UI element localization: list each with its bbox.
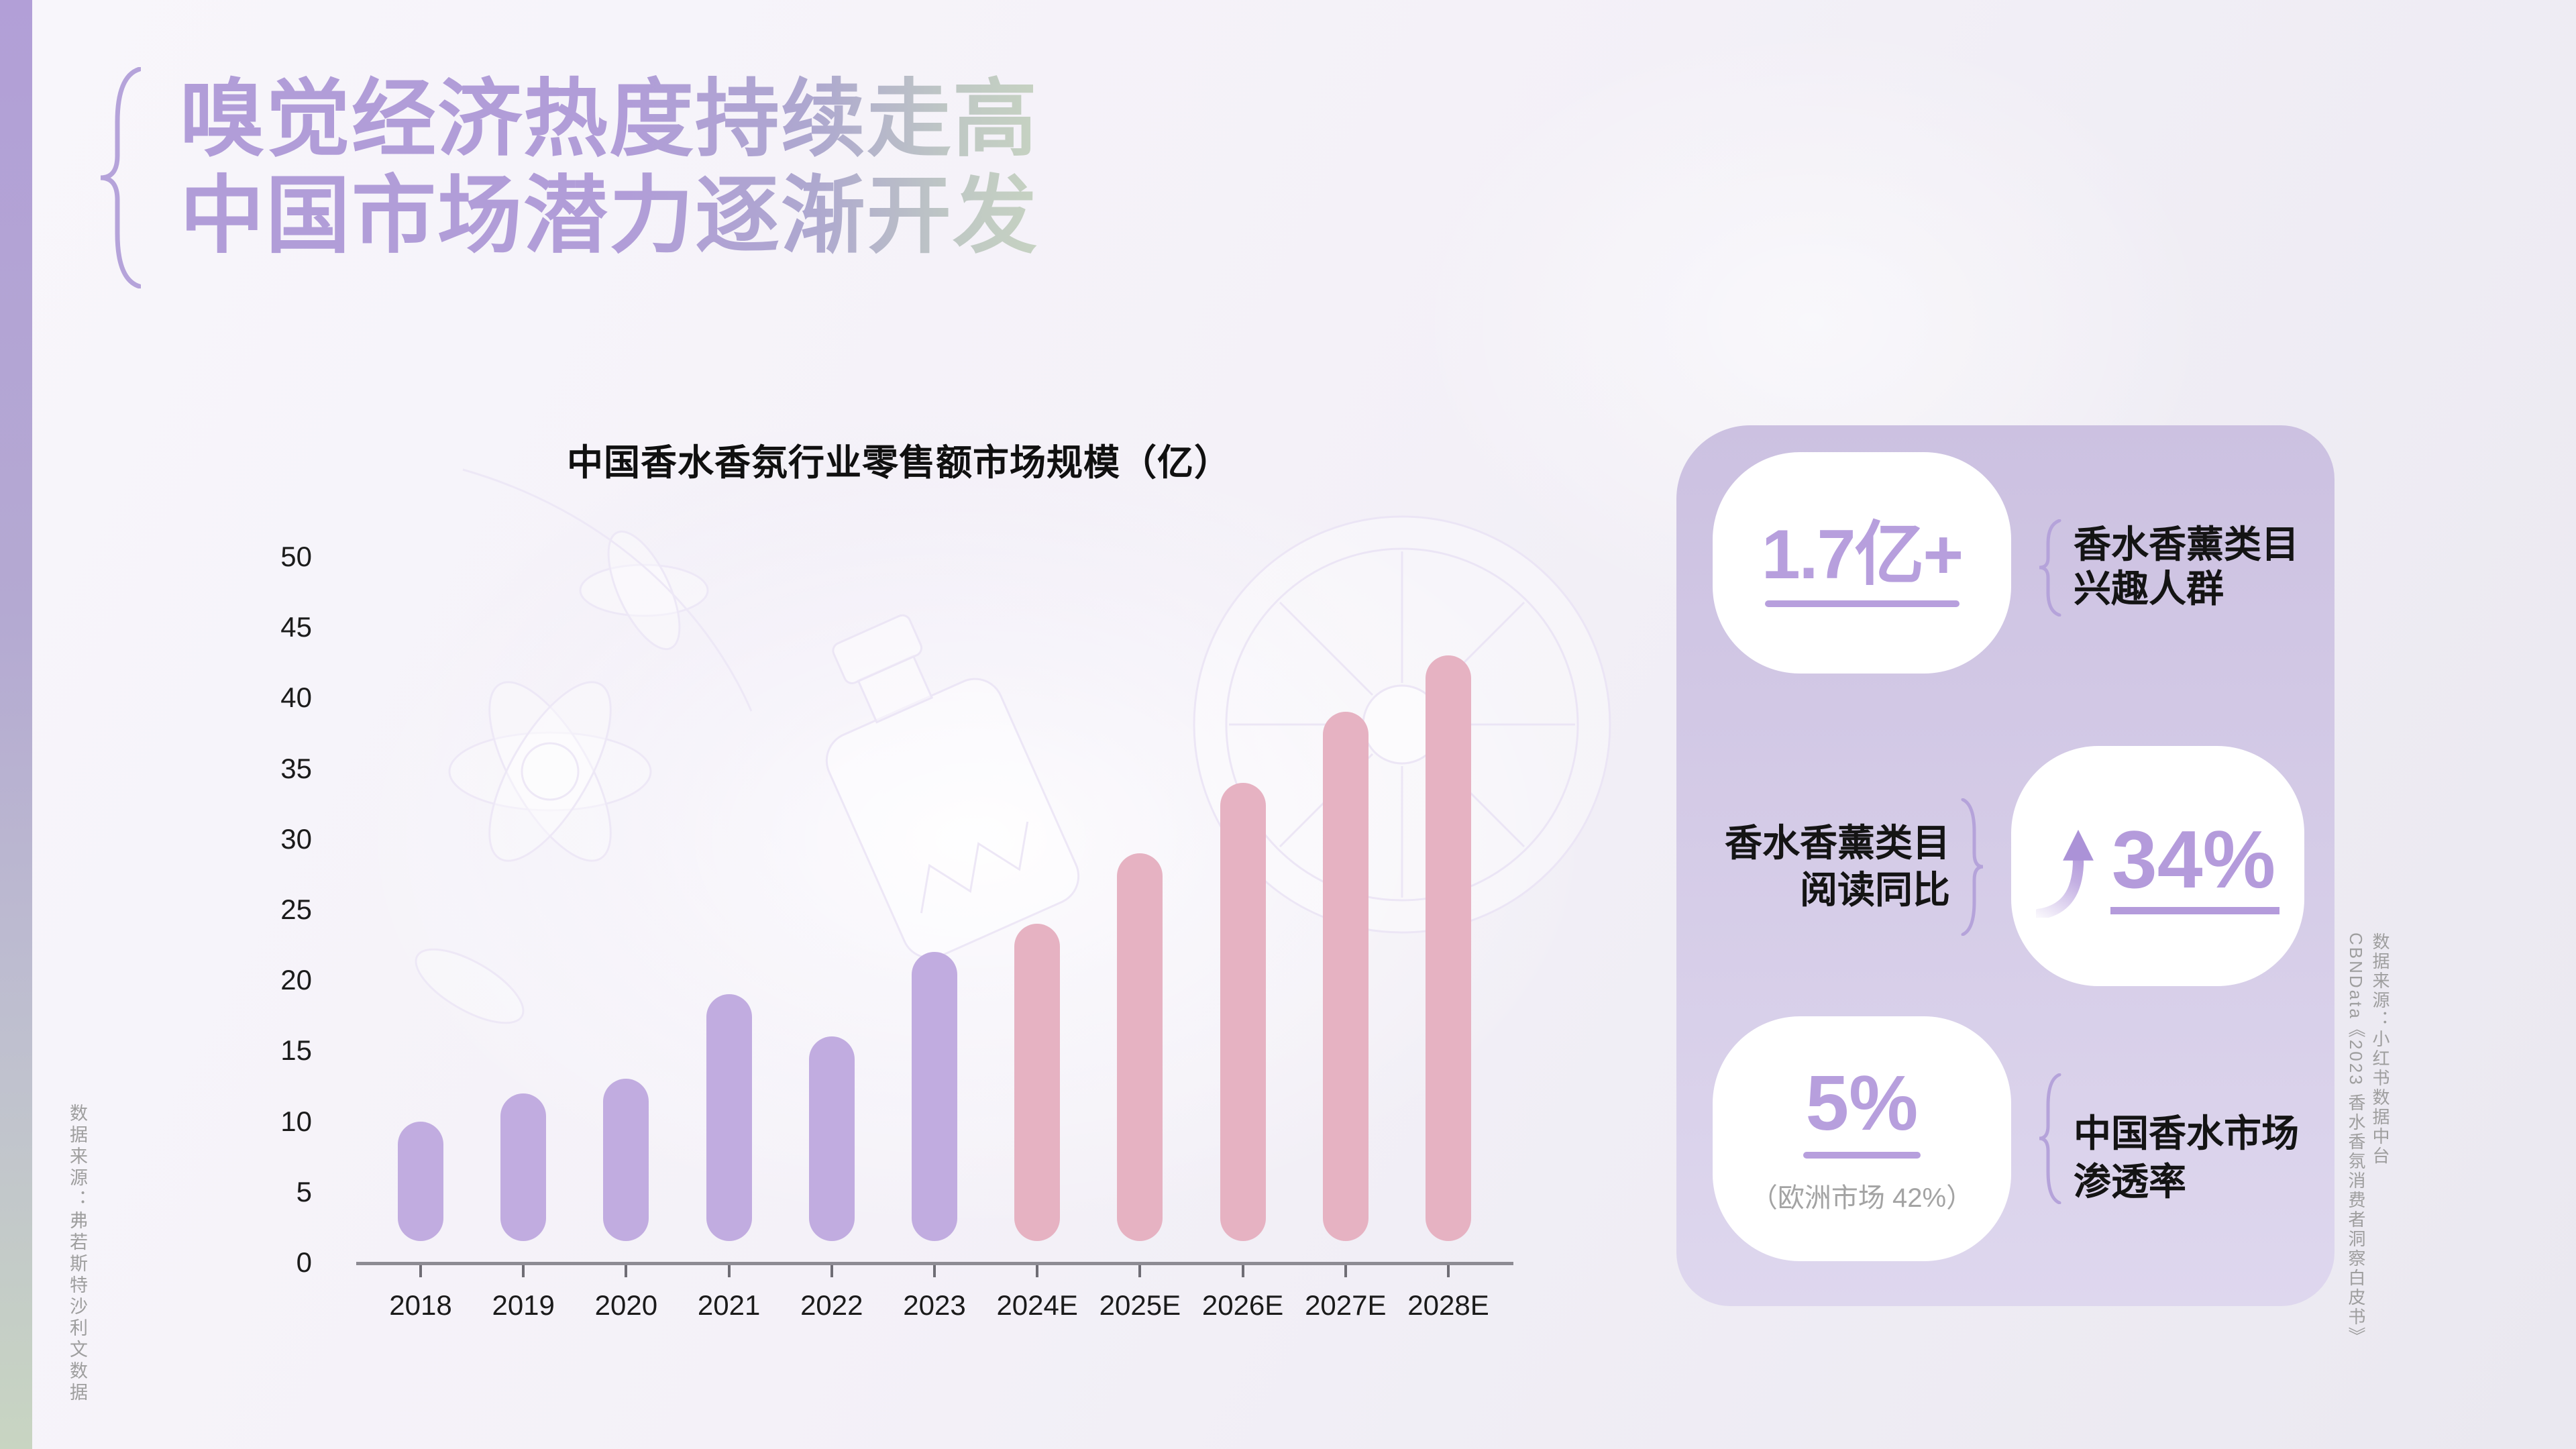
stat-subnote: （欧洲市场 42%） <box>1750 1183 1974 1214</box>
data-source-right-line2: CBNData《2023 香水香氛消费者洞察白皮书》 <box>2346 932 2366 1346</box>
x-axis-tick <box>522 1265 525 1277</box>
perfume-bottle-icon <box>825 614 1080 959</box>
x-axis-label: 2027E <box>1305 1289 1387 1321</box>
bar-2024E <box>1014 924 1061 1241</box>
stat-label: 中国香水市场 渗透率 <box>2074 1110 2299 1206</box>
x-axis-tick <box>1344 1265 1347 1277</box>
stat-value: 1.7亿+ <box>1761 516 1964 594</box>
x-axis-label: 2020 <box>594 1289 658 1321</box>
stat-label-reading-yoy: 香水香薰类目 阅读同比 <box>1703 820 1950 914</box>
x-axis-label: 2026E <box>1201 1289 1284 1321</box>
stat-underline <box>1764 600 1960 607</box>
y-axis-label: 30 <box>280 822 312 855</box>
stat-card-reading-yoy: 34% <box>2011 746 2304 986</box>
stat-value: 5% <box>1805 1059 1919 1146</box>
left-gradient-bar <box>0 0 32 1449</box>
stat-label-line2: 渗透率 <box>2074 1161 2186 1203</box>
y-axis-label: 25 <box>280 894 312 925</box>
data-source-right-line1: 数据来源：小红书数据中台 <box>2370 932 2390 1166</box>
y-axis-label: 15 <box>280 1034 312 1067</box>
bar-2020 <box>603 1079 649 1241</box>
title-brace-icon <box>100 67 141 288</box>
x-axis-line <box>356 1262 1513 1265</box>
bar-2019 <box>500 1093 547 1241</box>
x-axis-tick <box>933 1265 936 1277</box>
data-source-right: 数据来源：小红书数据中台 CBNData《2023 香水香氛消费者洞察白皮书》 <box>2344 932 2392 1346</box>
stat-label: 香水香薰类目 兴趣人群 <box>2074 523 2299 611</box>
left-brace-icon <box>2039 519 2061 616</box>
stat-label-line1: 香水香薰类目 <box>1725 822 1950 864</box>
stat-label-line2: 兴趣人群 <box>2074 568 2224 610</box>
x-axis-tick <box>1241 1265 1244 1277</box>
y-axis-label: 5 <box>296 1175 312 1208</box>
y-axis-label: 20 <box>280 964 312 996</box>
stat-label-line2: 阅读同比 <box>1800 869 1950 911</box>
stat-card-penetration: 5% （欧洲市场 42%） <box>1713 1016 2011 1261</box>
x-axis-label: 2021 <box>697 1289 761 1321</box>
stat-label-line1: 香水香薰类目 <box>2074 523 2299 566</box>
data-source-left: 数据来源：弗若斯特沙利文数据 <box>67 1104 87 1404</box>
orchid-flower-icon <box>415 468 753 1024</box>
y-axis-label: 10 <box>280 1105 312 1137</box>
x-axis-tick <box>727 1265 731 1277</box>
bar-2021 <box>706 994 752 1241</box>
x-axis-tick <box>830 1265 833 1277</box>
y-axis-label: 45 <box>280 611 312 643</box>
y-axis-label: 0 <box>296 1246 312 1278</box>
stat-card-interest-audience: 1.7亿+ <box>1713 452 2011 674</box>
x-axis-tick <box>419 1265 422 1277</box>
bar-2028E <box>1426 655 1471 1241</box>
stat-underline <box>1803 1152 1921 1159</box>
stat-value: 34% <box>2110 818 2280 914</box>
bar-2027E <box>1322 712 1368 1241</box>
page-title-line1: 嗅觉经济热度持续走高 <box>180 72 1038 166</box>
bar-2023 <box>912 952 957 1241</box>
x-axis-label: 2022 <box>800 1289 863 1321</box>
bar-2025E <box>1117 853 1163 1241</box>
x-axis-tick <box>1447 1265 1450 1277</box>
x-axis-label: 2024E <box>996 1289 1078 1321</box>
x-axis-label: 2023 <box>903 1289 966 1321</box>
y-axis-label: 50 <box>280 541 312 572</box>
page-title-line2: 中国市场潜力逐渐开发 <box>180 168 1038 263</box>
right-brace-icon <box>1961 798 1984 936</box>
stat-label-line1: 中国香水市场 <box>2074 1112 2299 1155</box>
x-axis-label: 2018 <box>389 1289 452 1321</box>
x-axis-label: 2019 <box>492 1289 555 1321</box>
x-axis-label: 2025E <box>1099 1289 1181 1321</box>
x-axis-tick <box>625 1265 628 1277</box>
left-brace-icon <box>2039 1073 2061 1204</box>
x-axis-tick <box>1138 1265 1142 1277</box>
y-axis-label: 35 <box>280 752 312 784</box>
bar-2018 <box>398 1122 443 1241</box>
x-axis-tick <box>1036 1265 1039 1277</box>
bar-2022 <box>808 1036 855 1241</box>
up-arrow-icon <box>2035 829 2094 918</box>
page-title: 嗅觉经济热度持续走高 中国市场潜力逐渐开发 <box>180 71 1038 264</box>
x-axis-label: 2028E <box>1407 1289 1489 1321</box>
stats-panel: 1.7亿+ 香水香薰类目 兴趣人群 香水香薰类目 阅读同比 <box>1676 425 2334 1306</box>
chart-title: 中国香水香氛行业零售额市场规模（亿） <box>567 443 1231 483</box>
bar-2026E <box>1220 783 1266 1241</box>
y-axis-label: 40 <box>280 682 312 714</box>
